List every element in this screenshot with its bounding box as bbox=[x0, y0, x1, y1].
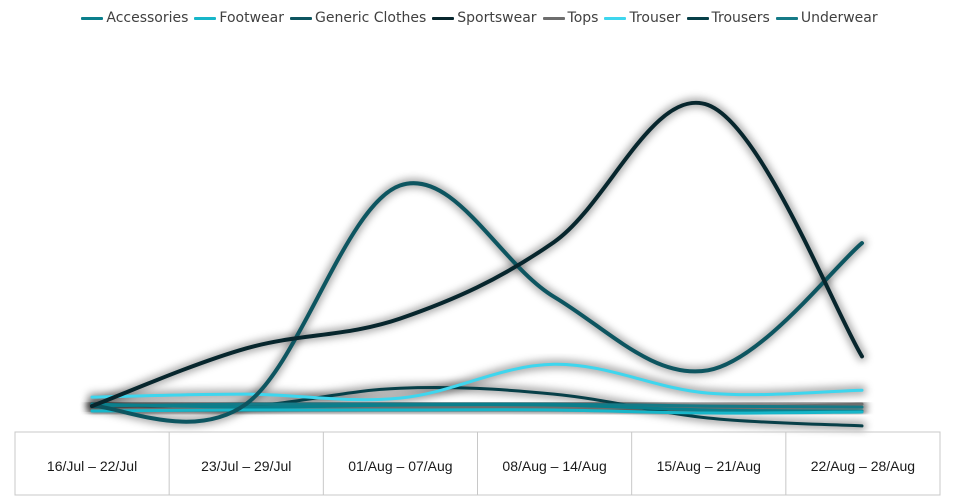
legend-item-trouser: Trouser bbox=[604, 10, 681, 26]
x-tick-label: 15/Aug – 21/Aug bbox=[657, 458, 761, 474]
legend-item-sportswear: Sportswear bbox=[432, 10, 537, 26]
legend-swatch-generic-clothes bbox=[290, 16, 312, 20]
series-line-generic-clothes bbox=[90, 181, 864, 424]
legend-label-generic-clothes: Generic Clothes bbox=[315, 10, 427, 26]
category-axis-table: 16/Jul – 22/Jul 23/Jul – 29/Jul 01/Aug – 0… bbox=[14, 431, 941, 496]
x-tick-label: 08/Aug – 14/Aug bbox=[502, 458, 606, 474]
legend-label-underwear: Underwear bbox=[800, 10, 878, 26]
chart-legend: Accessories Footwear Generic Clothes Sports… bbox=[0, 10, 959, 26]
legend-label-footwear: Footwear bbox=[219, 10, 284, 26]
x-tick-label: 22/Aug – 28/Aug bbox=[811, 458, 915, 474]
legend-swatch-sportswear bbox=[432, 16, 455, 20]
x-tick-label: 16/Jul – 22/Jul bbox=[47, 458, 137, 474]
legend-item-footwear: Footwear bbox=[194, 10, 284, 26]
legend-swatch-trousers bbox=[686, 16, 709, 20]
legend-swatch-accessories bbox=[81, 16, 104, 20]
x-tick-label: 23/Jul – 29/Jul bbox=[201, 458, 291, 474]
series-glow-layer bbox=[87, 98, 867, 431]
legend-item-tops: Tops bbox=[542, 10, 599, 26]
x-tick-label: 01/Aug – 07/Aug bbox=[348, 458, 452, 474]
legend-item-generic-clothes: Generic Clothes bbox=[290, 10, 426, 26]
legend-item-accessories: Accessories bbox=[81, 10, 188, 26]
legend-label-accessories: Accessories bbox=[106, 10, 189, 26]
series-line-layer bbox=[90, 100, 864, 428]
legend-item-trousers: Trousers bbox=[686, 10, 770, 26]
legend-swatch-trouser bbox=[604, 16, 627, 20]
legend-item-underwear: Underwear bbox=[775, 10, 878, 26]
legend-swatch-footwear bbox=[194, 16, 217, 20]
legend-label-tops: Tops bbox=[567, 10, 599, 26]
series-line-sportswear bbox=[90, 100, 864, 409]
legend-label-trousers: Trousers bbox=[711, 10, 770, 26]
legend-swatch-tops bbox=[542, 16, 565, 20]
legend-swatch-underwear bbox=[775, 16, 798, 20]
series-line-footwear bbox=[90, 408, 864, 415]
series-line-trouser bbox=[90, 362, 864, 402]
legend-label-trouser: Trouser bbox=[629, 10, 681, 26]
series-line-accessories bbox=[90, 402, 864, 413]
legend-label-sportswear: Sportswear bbox=[457, 10, 537, 26]
